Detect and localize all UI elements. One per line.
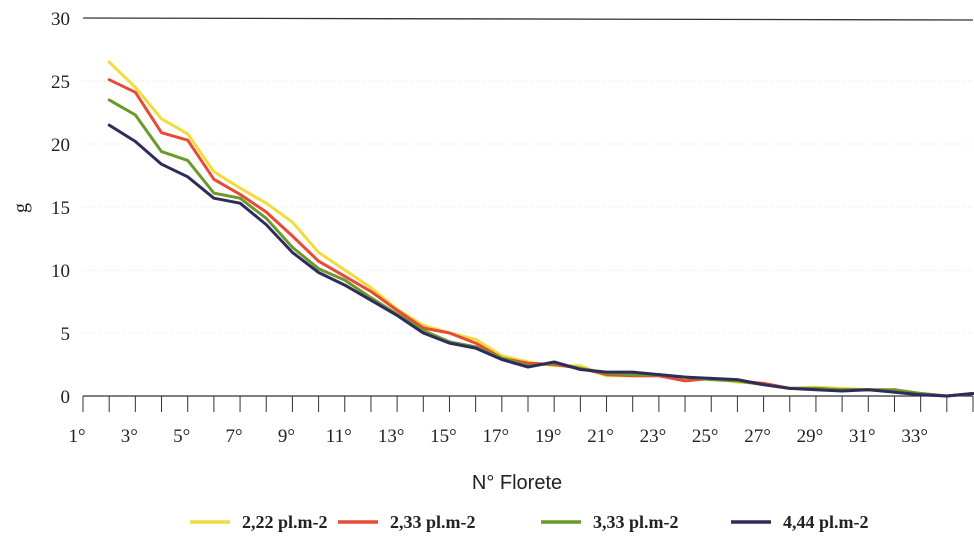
x-axis-label: N° Florete (472, 472, 562, 494)
x-tick-label: 23° (640, 426, 667, 447)
legend: 2,22 pl.m-2 2,33 pl.m-2 3,33 pl.m-2 4,44 pl… (190, 512, 869, 532)
x-tick-label: 7° (226, 426, 243, 447)
x-tick-label: 1° (68, 426, 85, 447)
series-lines (107, 60, 974, 398)
x-tick-label: 15° (430, 426, 457, 447)
x-tick-label: 19° (535, 426, 562, 447)
legend-label-1: 2,22 pl.m-2 (242, 512, 328, 532)
y-tick-label: 15 (51, 198, 70, 219)
x-tick-label: 29° (797, 426, 824, 447)
top-border-line (82, 17, 974, 21)
legend-label-4: 4,44 pl.m-2 (783, 512, 869, 532)
x-tick-label: 21° (587, 426, 614, 447)
y-tick-label: 10 (51, 261, 70, 282)
y-tick-label: 5 (61, 324, 71, 345)
x-tick-label: 5° (173, 426, 190, 447)
x-tick-label: 13° (378, 426, 405, 447)
x-tick-label: 27° (744, 426, 771, 447)
y-axis-label: g (10, 203, 32, 213)
axes: 0 5 10 15 20 25 30 1° 3° 5° 7° 9° 11° 13° 15° 17° 19° 21°… (51, 9, 974, 447)
y-tick-label: 30 (51, 9, 70, 30)
y-tick-label: 0 (61, 387, 71, 408)
x-tick-label: 17° (483, 426, 510, 447)
series-line-2 (107, 78, 974, 398)
x-tick-label: 31° (849, 426, 876, 447)
series-line-3 (107, 98, 974, 398)
series-line-1 (107, 60, 974, 398)
x-tick-label: 25° (692, 426, 719, 447)
x-tick-label: 9° (278, 426, 295, 447)
x-tick-label: 3° (121, 426, 138, 447)
y-tick-label: 25 (51, 72, 70, 93)
legend-label-3: 3,33 pl.m-2 (593, 512, 679, 532)
y-tick-label: 20 (51, 135, 70, 156)
x-tick-label: 11° (326, 426, 352, 447)
x-tick-label: 33° (901, 426, 928, 447)
series-line-4 (107, 123, 974, 398)
legend-label-2: 2,33 pl.m-2 (390, 512, 476, 532)
grid-lines (82, 17, 974, 334)
